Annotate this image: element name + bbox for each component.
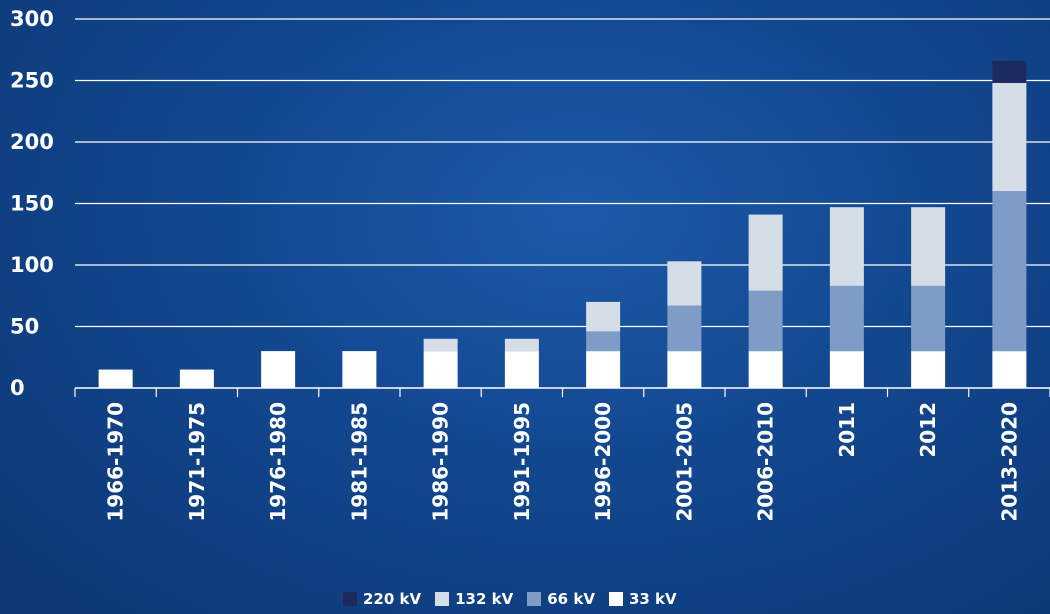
legend-label: 132 kV: [455, 590, 514, 608]
bar-segment: [98, 369, 133, 388]
legend-item: 132 kV: [435, 590, 513, 608]
x-tick-label: 2012: [916, 402, 940, 458]
bar-segment: [911, 207, 946, 286]
bar-segment: [748, 214, 783, 291]
x-tick-label: 1986-1990: [429, 402, 453, 522]
y-tick-label: 100: [10, 253, 54, 277]
legend-label: 33 kV: [628, 590, 677, 608]
legend-item: 220 kV: [343, 590, 421, 608]
y-tick-label: 200: [10, 130, 54, 154]
y-tick-label: 0: [10, 376, 25, 400]
stacked-bar-chart: 0 50 100 150 200 250 300 1966-1970 1971-1975 1976…: [10, 7, 1027, 522]
bar-segment: [504, 338, 539, 352]
bar-segment: [423, 338, 458, 352]
x-tick-label: 1976-1980: [266, 402, 290, 522]
x-tick-label: 1981-1985: [347, 402, 371, 522]
x-tick-label: 1971-1975: [185, 402, 209, 522]
legend-swatch: [343, 592, 357, 606]
bar-segment: [992, 351, 1027, 388]
x-tick-label: 1991-1995: [510, 402, 534, 522]
bar-segment: [748, 290, 783, 352]
y-tick-label: 250: [10, 69, 54, 93]
bar-segment: [911, 351, 946, 388]
y-tick-label: 150: [10, 192, 54, 216]
x-tick-label: 1996-2000: [591, 402, 615, 522]
bar-segment: [586, 301, 621, 332]
x-tick-label: 2011: [835, 402, 859, 458]
bar-segment: [748, 351, 783, 388]
bar-segment: [586, 331, 621, 352]
legend-swatch: [527, 592, 542, 606]
bar-segment: [667, 351, 702, 388]
bar-segment: [504, 351, 539, 388]
bar-segment: [992, 191, 1027, 352]
bar-segment: [667, 261, 702, 306]
bar-segment: [992, 82, 1027, 192]
legend-swatch: [608, 592, 623, 606]
y-tick-label: 50: [10, 315, 39, 339]
x-tick-label: 2006-2010: [754, 402, 778, 522]
x-tick-label: 1966-1970: [104, 402, 128, 522]
legend-item: 33 kV: [608, 590, 677, 608]
x-tick-label: 2013-2020: [997, 402, 1021, 522]
bar-segment: [261, 351, 296, 388]
bar-segment: [423, 351, 458, 388]
bar-segment: [667, 305, 702, 352]
legend-swatch: [435, 592, 450, 606]
bar-segment: [911, 285, 946, 352]
legend-label: 66 kV: [547, 590, 595, 608]
bar-segment: [179, 369, 214, 388]
bar-segment: [829, 207, 864, 286]
y-tick-label: 300: [10, 7, 54, 31]
chart-legend: 220 kV 132 kV 66 kV 33 kV: [343, 590, 677, 608]
bar-segment: [586, 351, 621, 388]
bar-segment: [829, 285, 864, 352]
legend-item: 66 kV: [527, 590, 595, 608]
legend-label: 220 kV: [363, 590, 422, 608]
x-tick-label: 2001-2005: [672, 402, 696, 522]
bar-segment: [342, 351, 377, 388]
bar-segment: [992, 60, 1027, 83]
bar-segment: [829, 351, 864, 388]
